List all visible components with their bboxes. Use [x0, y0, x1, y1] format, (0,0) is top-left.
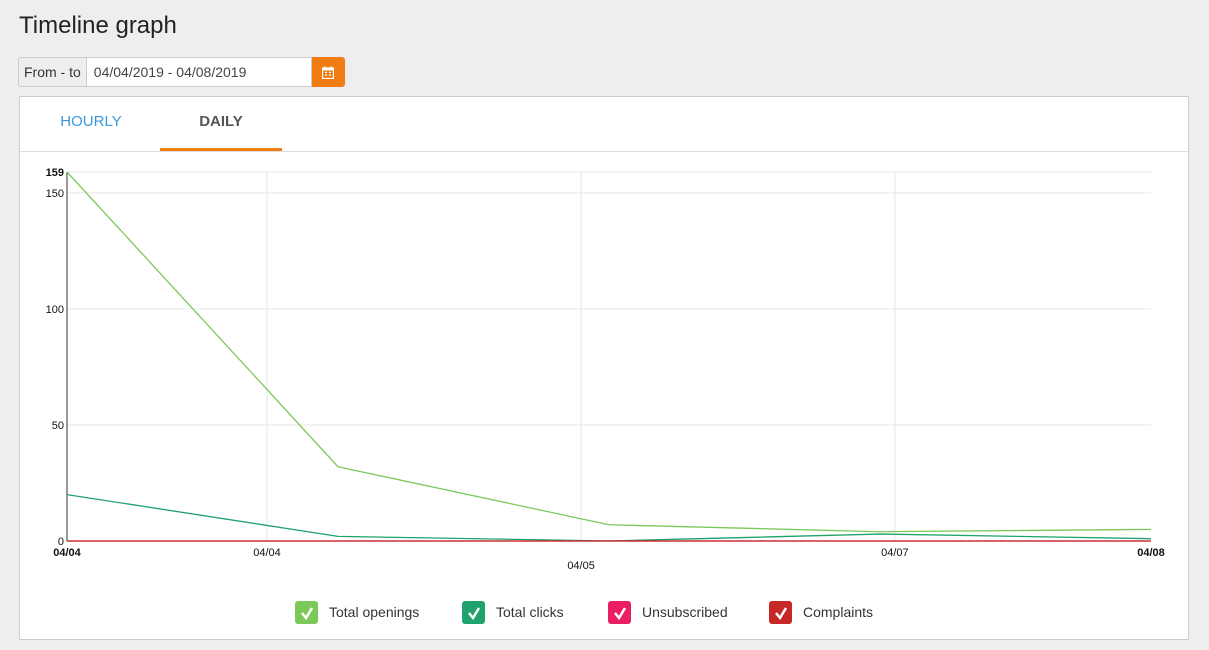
filter-label: From - to: [18, 57, 87, 87]
y-tick-label: 50: [52, 420, 64, 432]
tab[interactable]: HOURLY: [60, 113, 122, 130]
date-filter: From - to 04/04/2019 - 04/08/2019: [18, 57, 345, 87]
page-title: Timeline graph: [19, 12, 177, 39]
legend-item[interactable]: Total openings: [295, 601, 419, 624]
date-input[interactable]: 04/04/2019 - 04/08/2019: [86, 57, 312, 87]
legend-swatch: [769, 601, 792, 624]
y-tick-label: 159: [46, 167, 64, 179]
series-line: [66, 493, 1152, 542]
legend-label: Total clicks: [496, 604, 564, 620]
legend-swatch: [295, 601, 318, 624]
graph-panel: HOURLY DAILY 0 50 100 150 159 04/04 04/04 04/05 0…: [19, 96, 1189, 640]
x-tick-label: 04/07: [881, 547, 909, 559]
x-tick-label: 04/05: [567, 560, 595, 572]
calendar-icon: [322, 66, 335, 79]
tab[interactable]: DAILY: [160, 97, 282, 151]
y-tick-label: 0: [58, 536, 64, 548]
y-tick-label: 100: [46, 304, 64, 316]
legend-check: [614, 607, 627, 621]
legend-item[interactable]: Complaints: [769, 601, 873, 624]
x-tick-label: 04/04: [53, 547, 81, 559]
calendar-button[interactable]: [311, 57, 345, 87]
legend-check: [301, 607, 314, 621]
series-line: [66, 171, 1152, 533]
legend-swatch: [462, 601, 485, 624]
legend-label: Unsubscribed: [642, 604, 728, 620]
legend-item[interactable]: Unsubscribed: [608, 601, 728, 624]
legend-swatch: [608, 601, 631, 624]
x-tick-label: 04/08: [1137, 547, 1165, 559]
chart: 0 50 100 150 159 04/04 04/04 04/05 04/07 04/08 Tot…: [46, 167, 1165, 624]
x-tick-label: 04/04: [253, 547, 281, 559]
legend-check: [775, 607, 788, 621]
legend-label: Total openings: [329, 604, 419, 620]
tab-bar: HOURLY DAILY: [20, 97, 1188, 152]
legend-label: Complaints: [803, 604, 873, 620]
y-tick-label: 150: [46, 188, 64, 200]
legend-check: [468, 607, 481, 621]
legend-item[interactable]: Total clicks: [462, 601, 564, 624]
